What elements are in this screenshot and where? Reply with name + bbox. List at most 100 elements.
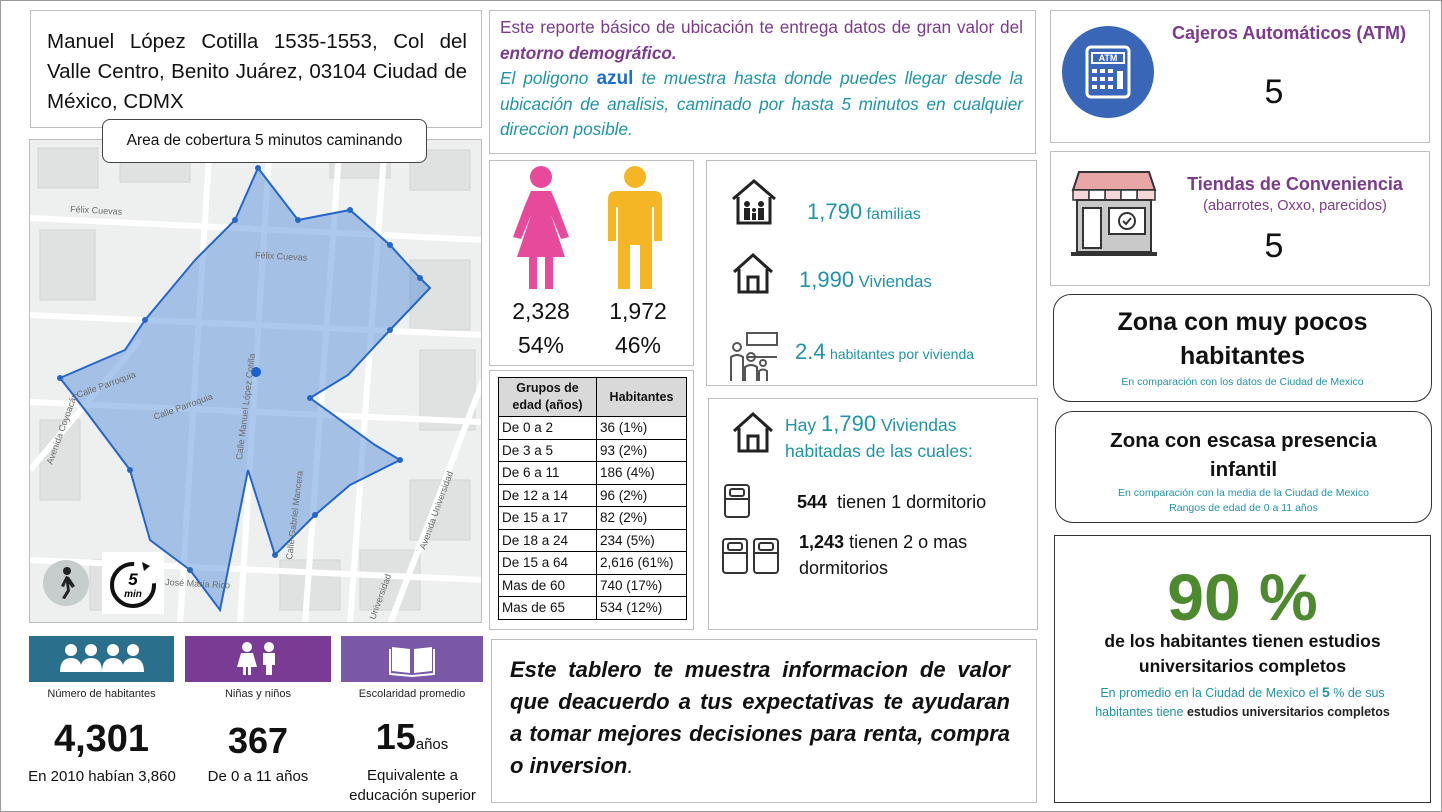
stores-subtitle: (abarrotes, Oxxo, parecidos) (1203, 198, 1387, 214)
intro-text: Este reporte básico de ubicación te entr… (500, 17, 1023, 37)
children-label: Niñas y niños (224, 688, 292, 700)
population-cell: 36 (1%) (596, 416, 687, 440)
atm-box: ATM Cajeros Automáticos (ATM) 5 (1050, 10, 1430, 143)
age-group-cell: Mas de 65 (498, 596, 597, 620)
table-row: De 3 a 5 93 (2%) (498, 438, 687, 462)
female-percent: 54% (517, 332, 565, 358)
svg-text:min: min (124, 589, 142, 600)
walking-person-icon (43, 560, 89, 606)
store-icon (1071, 171, 1157, 256)
age-group-cell: De 6 a 11 (498, 461, 597, 485)
table-header-row: Grupos de edad (años) Habitantes (498, 377, 687, 417)
inhabited-value: 1,790 (821, 411, 877, 436)
open-book-icon (389, 647, 435, 677)
table-row: De 18 a 24 234 (5%) (498, 528, 687, 552)
address-box: Manuel López Cotilla 1535-1553, Col del … (30, 10, 482, 128)
two-room-value: 1,243 (799, 532, 845, 552)
age-group-cell: De 12 a 14 (498, 483, 597, 507)
map-canvas: Félix Cuevas Félix Cuevas Calle Parroqui… (30, 140, 481, 622)
house-icon (732, 252, 774, 294)
families-value: 1,790 (807, 199, 863, 224)
coverage-label: Area de cobertura 5 minutos caminando (102, 119, 427, 163)
age-table-box: Grupos de edad (años) Habitantes De 0 a … (489, 370, 694, 630)
families-label: familias (866, 206, 921, 223)
inhabited-suffix: Viviendas (880, 415, 957, 435)
population-cell: 93 (2%) (596, 438, 687, 462)
stores-value: 5 (1264, 227, 1284, 265)
one-room-value: 544 (797, 492, 828, 512)
age-group-cell: De 18 a 24 (498, 528, 597, 552)
education-note: En promedio en la Ciudad de Mexico el 5 … (1095, 684, 1390, 719)
intro-text-3: te muestra hasta donde puedes llegar des… (500, 68, 1023, 139)
inhabited-prefix: Hay (785, 415, 817, 435)
table-row: Mas de 60 740 (17%) (498, 573, 687, 597)
population-note: En 2010 habían 3,860 (28, 768, 176, 785)
schooling-label: Escolaridad promedio (358, 688, 466, 700)
zone-children-title: Zona con escasa presencia infantil (1110, 429, 1377, 481)
atm-icon: ATM (1062, 26, 1154, 118)
education-percent: 90 % (1167, 560, 1318, 634)
population-cell: 234 (5%) (596, 528, 687, 552)
age-group-cell: De 3 a 5 (498, 438, 597, 462)
age-group-header: Grupos de edad (años) (498, 377, 597, 417)
schooling-unit: años (415, 736, 449, 753)
inhabited-dwellings-box: Hay 1,790 Viviendas habitadas de las cua… (708, 398, 1038, 630)
children-icon (237, 642, 275, 675)
zone-population-card: Zona con muy pocos habitantes En comparac… (1053, 294, 1432, 402)
two-beds-icon (722, 538, 779, 574)
bed-icon (724, 484, 750, 518)
male-icon (608, 166, 662, 289)
schooling-value: 15 (375, 716, 416, 757)
schooling-banner (341, 636, 483, 682)
population-header: Habitantes (596, 377, 687, 417)
location-point (251, 367, 261, 377)
convenience-stores-box: Tiendas de Conveniencia (abarrotes, Oxxo… (1050, 151, 1430, 286)
table-row: De 12 a 14 96 (2%) (498, 483, 687, 507)
age-group-cell: De 15 a 64 (498, 551, 597, 575)
children-banner (185, 636, 331, 682)
per-dwelling-label: habitantes por vivienda (830, 346, 975, 362)
stores-title: Tiendas de Conveniencia (1187, 174, 1403, 194)
population-cell: 82 (2%) (596, 506, 687, 530)
age-group-cell: De 0 a 2 (498, 416, 597, 440)
table-row: De 15 a 64 2,616 (61%) (498, 551, 687, 575)
table-row: De 6 a 11 186 (4%) (498, 461, 687, 485)
walking-coverage-map[interactable]: Félix Cuevas Félix Cuevas Calle Parroqui… (29, 139, 482, 623)
svg-text:5: 5 (128, 570, 138, 589)
inhabited-line2: habitadas de las cuales: (785, 441, 973, 461)
population-cell: 740 (17%) (596, 573, 687, 597)
people-per-dwelling-icon (730, 332, 778, 381)
schooling-note: Equivalente a educación superior (349, 767, 476, 804)
per-dwelling-value: 2.4 (795, 339, 826, 364)
timer-icon: 5 min (102, 552, 164, 614)
age-group-cell: De 15 a 17 (498, 506, 597, 530)
population-value: 4,301 (53, 718, 150, 760)
table-row: De 15 a 17 82 (2%) (498, 506, 687, 530)
households-box: 1,790 familias 1,990 Viviendas 2.4 habit… (706, 160, 1037, 386)
female-icon (513, 166, 569, 289)
age-group-cell: Mas de 60 (498, 573, 597, 597)
intro-box: Este reporte básico de ubicación te entr… (489, 10, 1036, 154)
atm-value: 5 (1264, 73, 1284, 111)
education-box: 90 % de los habitantes tienen estudios un… (1054, 535, 1431, 803)
intro-emphasis: entorno demográfico. (500, 42, 677, 63)
population-banner (29, 636, 174, 682)
family-house-icon (732, 179, 776, 225)
dashboard-message: Este tablero te muestra informacion de v… (510, 657, 1010, 778)
dwellings-label: Viviendas (858, 272, 932, 291)
two-room-label: tienen 2 o mas (849, 532, 968, 552)
population-cell: 2,616 (61%) (596, 551, 687, 575)
intro-text-2: El poligono (500, 68, 597, 88)
street-label: Félix Cuevas (255, 250, 308, 263)
education-description: de los habitantes tienen estudios univers… (1104, 631, 1381, 676)
population-cell: 186 (4%) (596, 461, 687, 485)
age-groups-table: Grupos de edad (años) Habitantes De 0 a … (498, 377, 687, 620)
zone-children-note: En comparación con la media de la Ciudad… (1118, 487, 1369, 514)
dashboard-message-box: Este tablero te muestra informacion de v… (491, 639, 1037, 803)
female-count: 2,328 (512, 298, 570, 324)
house-outline-icon (732, 411, 774, 453)
zone-children-card: Zona con escasa presencia infantil En com… (1055, 411, 1432, 523)
address-text: Manuel López Cotilla 1535-1553, Col del … (47, 30, 467, 113)
one-room-label: tienen 1 dormitorio (837, 492, 987, 512)
children-value: 367 (227, 720, 289, 761)
